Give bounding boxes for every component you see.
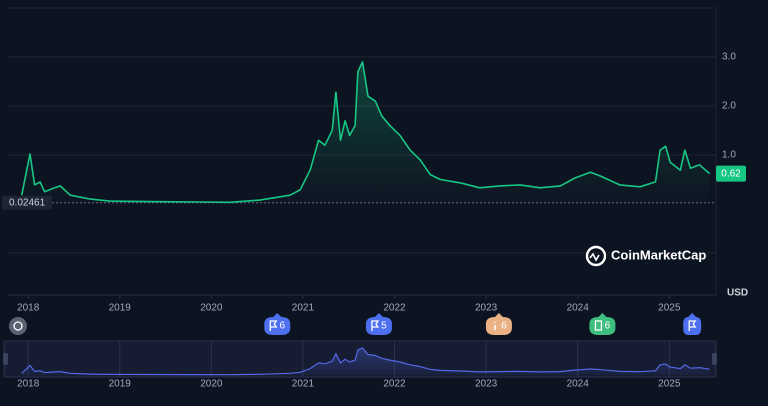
event-badge bbox=[485, 313, 512, 335]
navigator-tick-label: 2021 bbox=[292, 379, 315, 390]
event-badge bbox=[264, 313, 291, 335]
x-tick-label: 2022 bbox=[383, 303, 406, 314]
x-tick-label: 2020 bbox=[200, 303, 223, 314]
event-count: 6 bbox=[605, 321, 611, 332]
price-line bbox=[20, 61, 711, 204]
navigator-tick-label: 2018 bbox=[17, 379, 40, 390]
history-icon bbox=[13, 321, 23, 331]
y-tick-label: 1.0 bbox=[722, 150, 736, 161]
navigator-tick-label: 2023 bbox=[475, 379, 498, 390]
event-badge bbox=[683, 313, 702, 335]
price-area bbox=[21, 61, 710, 205]
event-count: 6 bbox=[501, 321, 507, 332]
event-badge bbox=[589, 313, 616, 335]
navigator-tick-label: 2024 bbox=[567, 379, 590, 390]
navigator-tick-label: 2025 bbox=[658, 379, 681, 390]
event-icon bbox=[371, 320, 380, 331]
navigator-handle[interactable] bbox=[712, 353, 717, 365]
x-tick-label: 2018 bbox=[17, 303, 40, 314]
event-marker[interactable]: 6 bbox=[589, 313, 616, 335]
event-icon bbox=[594, 320, 603, 331]
navigator-handle[interactable] bbox=[3, 353, 8, 365]
navigator-line bbox=[21, 347, 710, 376]
brand-name: CoinMarketCap bbox=[611, 247, 706, 262]
event-icon bbox=[688, 320, 697, 331]
event-marker[interactable] bbox=[683, 313, 702, 335]
event-icon bbox=[269, 320, 278, 331]
x-tick-label: 2021 bbox=[292, 303, 315, 314]
navigator-area bbox=[21, 348, 710, 375]
event-count: 5 bbox=[381, 321, 387, 332]
x-tick-label: 2019 bbox=[109, 303, 132, 314]
event-marker[interactable]: 5 bbox=[365, 313, 392, 335]
event-marker[interactable]: 6 bbox=[264, 313, 291, 335]
last-price-box bbox=[716, 165, 746, 182]
last-price-label: 0.62 bbox=[721, 168, 741, 179]
x-tick-label: 2023 bbox=[475, 303, 498, 314]
currency-label: USD bbox=[727, 288, 748, 299]
event-marker[interactable]: 6 bbox=[485, 313, 512, 335]
event-badge bbox=[365, 313, 392, 335]
x-tick-label: 2025 bbox=[658, 303, 681, 314]
brand-logo: CoinMarketCap bbox=[585, 245, 706, 267]
event-count: 6 bbox=[279, 321, 285, 332]
navigator-tick-label: 2020 bbox=[200, 379, 223, 390]
navigator-tick-label: 2019 bbox=[109, 379, 132, 390]
x-tick-label: 2024 bbox=[567, 303, 590, 314]
y-tick-label: 3.0 bbox=[722, 52, 736, 63]
history-button[interactable] bbox=[9, 317, 27, 335]
navigator-tick-label: 2022 bbox=[383, 379, 406, 390]
y-tick-label: 2.0 bbox=[722, 101, 736, 112]
